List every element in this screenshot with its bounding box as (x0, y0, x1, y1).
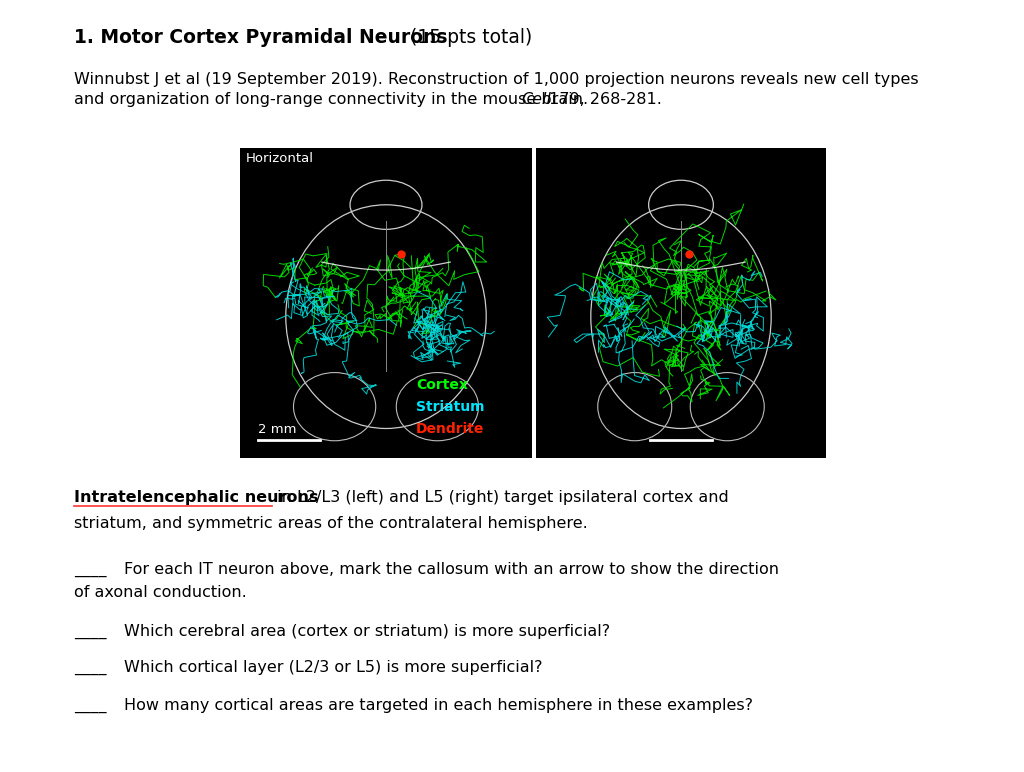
Text: of axonal conduction.: of axonal conduction. (74, 585, 247, 600)
Text: Which cerebral area (cortex or striatum) is more superficial?: Which cerebral area (cortex or striatum)… (124, 624, 610, 639)
Text: Dendrite: Dendrite (416, 422, 484, 436)
Text: Striatum: Striatum (416, 400, 484, 414)
Text: Intratelencephalic neurons: Intratelencephalic neurons (74, 490, 318, 505)
Text: Horizontal: Horizontal (246, 152, 314, 165)
Text: 1. Motor Cortex Pyramidal Neurons: 1. Motor Cortex Pyramidal Neurons (74, 28, 447, 47)
Text: ____: ____ (74, 660, 106, 675)
Text: Cortex: Cortex (416, 378, 468, 392)
Text: 2 mm: 2 mm (258, 423, 297, 436)
Text: ____: ____ (74, 562, 106, 577)
Text: How many cortical areas are targeted in each hemisphere in these examples?: How many cortical areas are targeted in … (124, 698, 753, 713)
Text: and organization of long-range connectivity in the mouse brain.: and organization of long-range connectiv… (74, 92, 593, 107)
Text: For each IT neuron above, mark the callosum with an arrow to show the direction: For each IT neuron above, mark the callo… (124, 562, 778, 577)
Text: Which cortical layer (L2/3 or L5) is more superficial?: Which cortical layer (L2/3 or L5) is mor… (124, 660, 543, 675)
Text: Winnubst J et al (19 September 2019). Reconstruction of 1,000 projection neurons: Winnubst J et al (19 September 2019). Re… (74, 72, 919, 87)
Text: in L2/L3 (left) and L5 (right) target ipsilateral cortex and: in L2/L3 (left) and L5 (right) target ip… (271, 490, 728, 505)
Text: 179, 268-281.: 179, 268-281. (544, 92, 662, 107)
Text: Cell: Cell (521, 92, 552, 107)
Text: striatum, and symmetric areas of the contralateral hemisphere.: striatum, and symmetric areas of the con… (74, 516, 588, 531)
Text: ____: ____ (74, 698, 106, 713)
Bar (240, 148, 532, 458)
Text: (15 pts total): (15 pts total) (403, 28, 532, 47)
Text: ____: ____ (74, 624, 106, 639)
Bar (536, 148, 826, 458)
